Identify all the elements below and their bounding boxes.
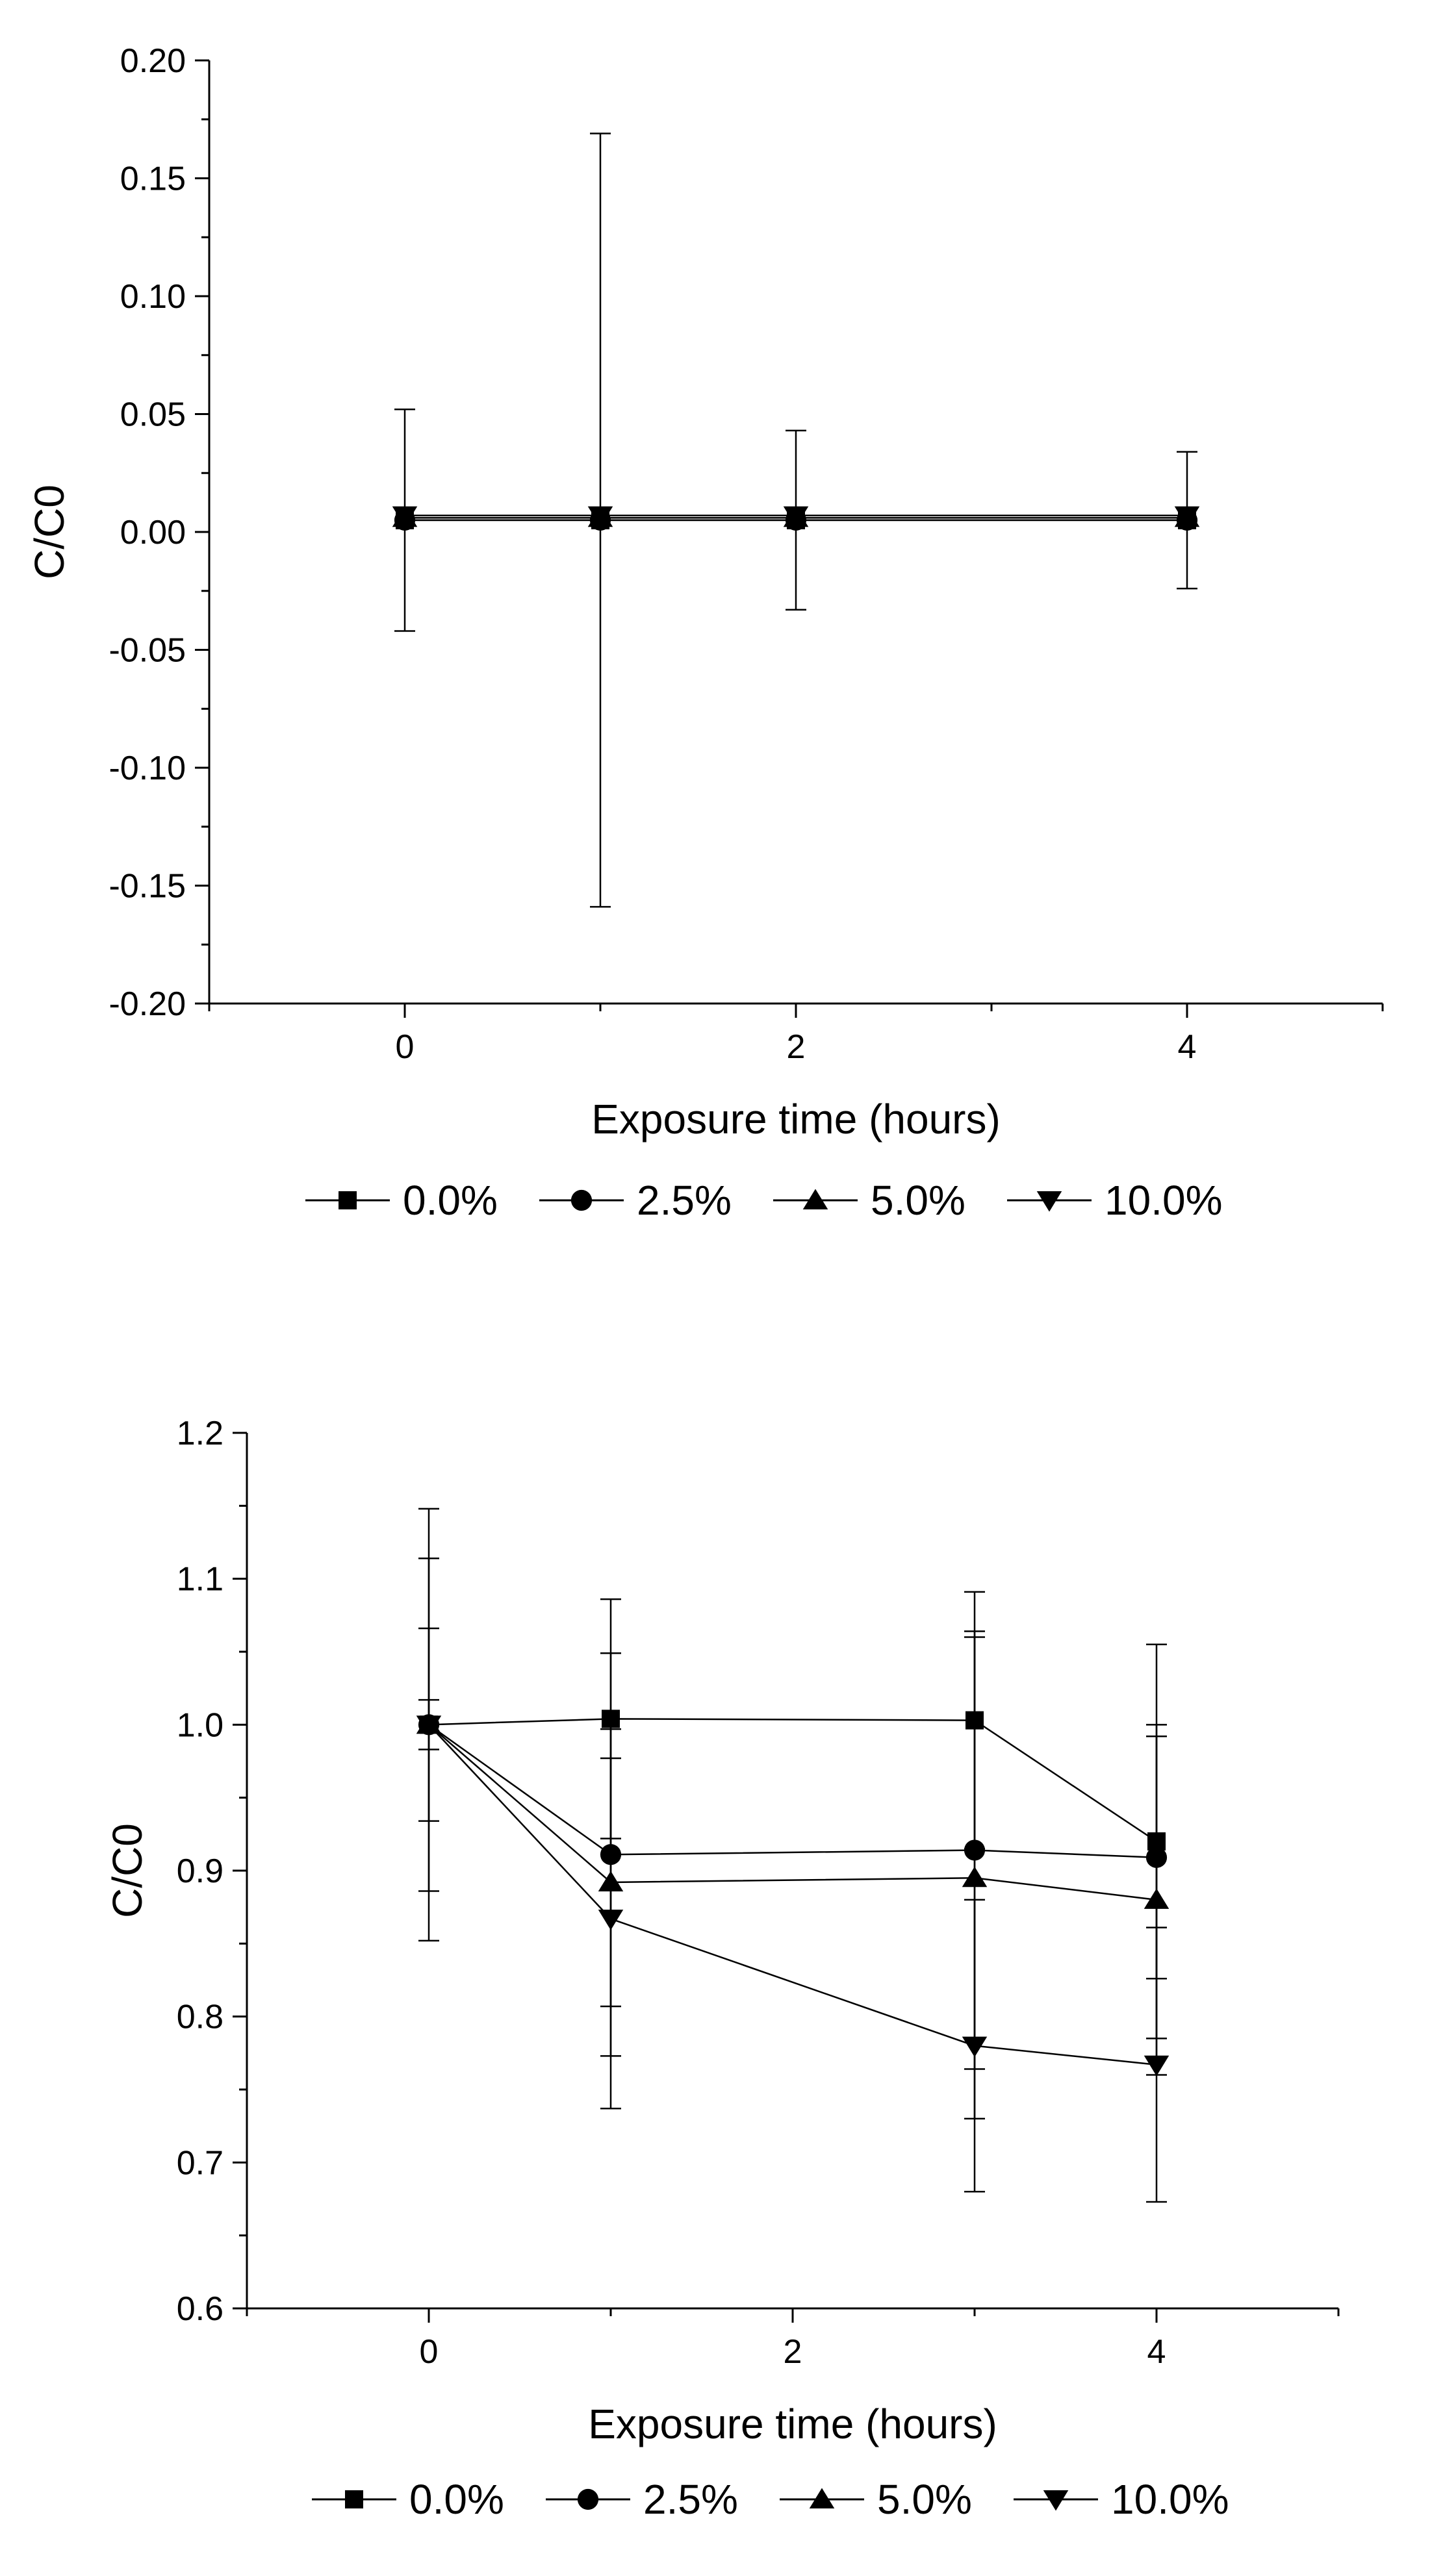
chart1-legend-marker-2 <box>802 1189 828 1209</box>
chart2-legend-marker-0 <box>345 2490 363 2508</box>
chart2-x-tick-label: 4 <box>1147 2333 1166 2371</box>
chart1-y-axis-title: C/C0 <box>26 485 73 579</box>
chart1-y-tick-label: -0.15 <box>109 868 186 905</box>
chart1-y-tick-label: -0.10 <box>109 750 186 787</box>
chart2-data-point-3 <box>1144 2055 1170 2077</box>
chart2-y-tick-label: 0.8 <box>177 1999 224 2036</box>
chart2-x-tick-label: 2 <box>784 2333 802 2371</box>
chart1-legend-marker-1 <box>570 1189 593 1211</box>
chart2-legend-label-3: 10.0% <box>1111 2476 1229 2523</box>
chart2-data-point-2 <box>962 1866 988 1888</box>
chart1-data-point-3 <box>587 506 613 527</box>
chart2-legend-marker-2 <box>809 2488 835 2508</box>
chart2-y-tick-label: 0.7 <box>177 2144 224 2182</box>
chart1-y-tick-label: 0.05 <box>120 396 186 434</box>
chart2-y-tick-label: 0.6 <box>177 2290 224 2328</box>
chart2-y-tick-label: 1.2 <box>177 1415 224 1452</box>
chart1-legend-label-1: 2.5% <box>637 1177 732 1224</box>
chart-2: 0.6 0.7 0.8 0.9 1.0 1.1 1.2 0 2 4 Exposure time (h… <box>104 1415 1340 2523</box>
chart2-y-axis-title: C/C0 <box>104 1823 151 1918</box>
chart1-legend-marker-0 <box>339 1191 357 1209</box>
chart2-legend-marker-3 <box>1043 2490 1069 2511</box>
chart1-data-point-3 <box>392 506 418 527</box>
chart1-y-tick-label: 0.00 <box>120 514 186 551</box>
chart2-legend-marker-1 <box>577 2488 599 2510</box>
chart1-x-tick-label: 4 <box>1178 1028 1197 1066</box>
chart1-legend-label-3: 10.0% <box>1105 1177 1222 1224</box>
chart1-data-point-3 <box>1174 506 1200 527</box>
chart1-x-axis-title: Exposure time (hours) <box>591 1096 1001 1143</box>
chart2-x-tick-label: 0 <box>420 2333 439 2371</box>
chart1-data-point-3 <box>783 506 809 527</box>
chart1-x-tick-label: 0 <box>396 1028 415 1066</box>
chart1-legend-label-2: 5.0% <box>871 1177 965 1224</box>
chart2-legend-label-0: 0.0% <box>409 2476 504 2523</box>
chart2-series-line-0 <box>428 1718 1157 1843</box>
chart1-y-tick-label: -0.20 <box>109 985 186 1023</box>
chart-1: -0.20 -0.15 -0.10 -0.05 0.00 0.05 0.10 0.15 0.20… <box>26 42 1384 1224</box>
chart1-y-tick-label: 0.15 <box>120 160 186 198</box>
chart2-legend-label-1: 2.5% <box>643 2476 738 2523</box>
chart2-data-point-3 <box>962 2036 988 2058</box>
chart1-y-tick-label: -0.05 <box>109 632 186 670</box>
chart2-y-tick-label: 1.1 <box>177 1561 224 1598</box>
chart2-legend-label-2: 5.0% <box>877 2476 972 2523</box>
chart1-legend-marker-3 <box>1036 1191 1062 1212</box>
chart2-data-point-2 <box>1144 1888 1170 1909</box>
chart2-y-tick-label: 1.0 <box>177 1706 224 1744</box>
chart2-series-line-3 <box>428 1724 1157 2066</box>
chart2-data-point-3 <box>416 1715 442 1736</box>
chart2-series-line-1 <box>428 1724 1157 1859</box>
chart1-x-tick-label: 2 <box>787 1028 806 1066</box>
chart2-series-line-2 <box>428 1724 1157 1901</box>
chart1-y-tick-label: 0.10 <box>120 278 186 316</box>
chart2-data-point-3 <box>598 1910 624 1930</box>
chart2-x-axis-title: Exposure time (hours) <box>588 2401 997 2447</box>
chart2-y-tick-label: 0.9 <box>177 1852 224 1890</box>
chart1-y-tick-label: 0.20 <box>120 42 186 80</box>
chart1-legend-label-0: 0.0% <box>403 1177 498 1224</box>
